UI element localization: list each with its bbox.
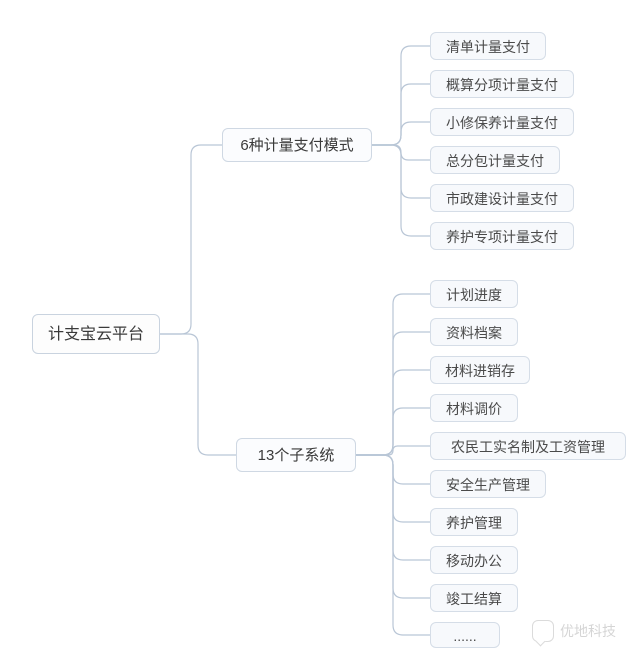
connector xyxy=(356,455,430,598)
wechat-icon xyxy=(532,620,554,642)
leaf-node: 资料档案 xyxy=(430,318,518,346)
leaf-node: 市政建设计量支付 xyxy=(430,184,574,212)
branch-node: 6种计量支付模式 xyxy=(222,128,372,162)
leaf-node: 移动办公 xyxy=(430,546,518,574)
leaf-node: 小修保养计量支付 xyxy=(430,108,574,136)
leaf-node: 养护管理 xyxy=(430,508,518,536)
leaf-node: 总分包计量支付 xyxy=(430,146,560,174)
connector xyxy=(356,455,430,522)
leaf-node: 材料进销存 xyxy=(430,356,530,384)
connector xyxy=(372,145,430,198)
connector xyxy=(372,122,430,145)
connector xyxy=(356,455,430,560)
leaf-node: 农民工实名制及工资管理 xyxy=(430,432,626,460)
root-node: 计支宝云平台 xyxy=(32,314,160,354)
leaf-node: 材料调价 xyxy=(430,394,518,422)
connector xyxy=(372,145,430,236)
branch-node: 13个子系统 xyxy=(236,438,356,472)
connector xyxy=(372,46,430,145)
watermark-text: 优地科技 xyxy=(560,621,616,641)
leaf-node: ...... xyxy=(430,622,500,648)
connector xyxy=(356,370,430,455)
leaf-node: 竣工结算 xyxy=(430,584,518,612)
leaf-node: 计划进度 xyxy=(430,280,518,308)
connector xyxy=(160,145,222,334)
connector xyxy=(372,84,430,145)
connector xyxy=(356,455,430,484)
leaf-node: 概算分项计量支付 xyxy=(430,70,574,98)
connector xyxy=(356,455,430,635)
connector xyxy=(160,334,236,455)
watermark: 优地科技 xyxy=(532,620,616,642)
leaf-node: 清单计量支付 xyxy=(430,32,546,60)
connector xyxy=(356,408,430,455)
connector xyxy=(356,446,430,455)
leaf-node: 养护专项计量支付 xyxy=(430,222,574,250)
connector xyxy=(356,332,430,455)
connector xyxy=(356,294,430,455)
connector xyxy=(372,145,430,160)
leaf-node: 安全生产管理 xyxy=(430,470,546,498)
